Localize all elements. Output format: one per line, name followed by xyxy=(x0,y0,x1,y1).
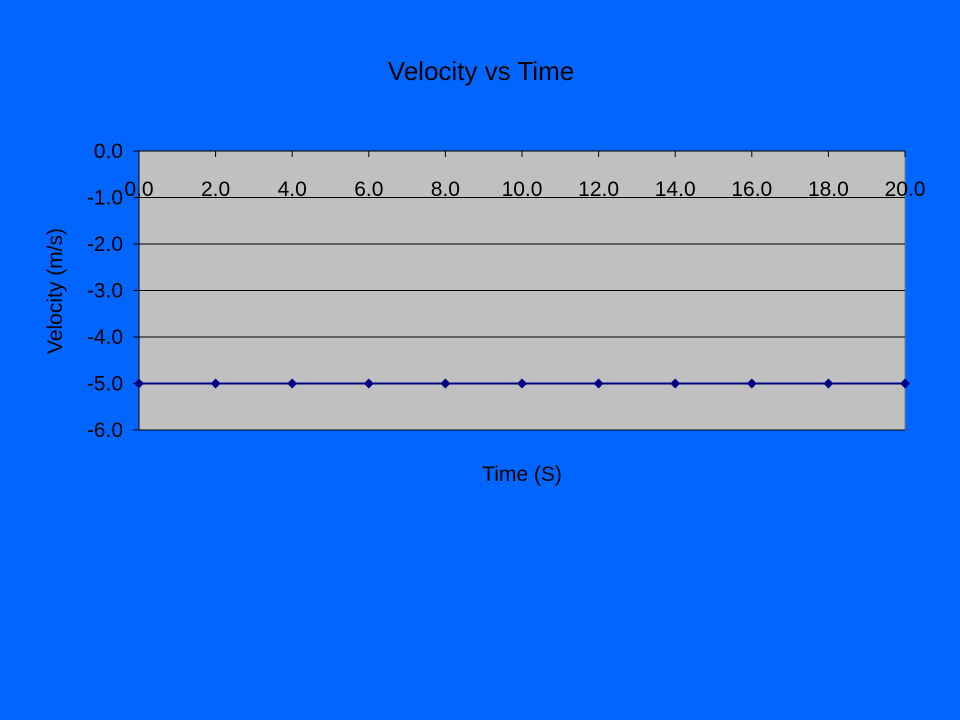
data-point xyxy=(900,378,910,389)
y-tick-label: -1.0 xyxy=(87,187,123,210)
y-tick-label: -2.0 xyxy=(87,233,123,256)
y-tick-labels: 0.0 -1.0 -2.0 -3.0 -4.0 -5.0 -6.0 xyxy=(87,140,123,442)
data-point xyxy=(670,378,681,389)
x-tick-label: 18.0 xyxy=(808,178,849,201)
x-axis-label: Time (S) xyxy=(482,463,562,486)
x-tick-label: 8.0 xyxy=(431,178,460,201)
data-point xyxy=(746,378,757,389)
data-point xyxy=(823,378,834,389)
x-tick-labels: 0.0 2.0 4.0 6.0 8.0 10.0 12.0 14.0 16.0 18.0 20.0 xyxy=(124,178,925,201)
data-point xyxy=(593,378,604,389)
x-tick-label: 10.0 xyxy=(502,178,543,201)
data-point xyxy=(440,378,451,389)
data-point xyxy=(363,378,374,389)
y-axis-label: Velocity (m/s) xyxy=(44,228,67,354)
data-point xyxy=(517,378,527,389)
y-tick-label: 0.0 xyxy=(94,140,123,163)
y-tick-label: -6.0 xyxy=(87,419,123,442)
series-group xyxy=(134,378,910,389)
chart-title: Velocity vs Time xyxy=(388,56,574,86)
x-tick-label: 6.0 xyxy=(354,178,383,201)
data-point xyxy=(287,378,298,389)
grid-lines xyxy=(133,150,906,431)
y-tick-label: -5.0 xyxy=(87,373,123,396)
x-tick-label: 20.0 xyxy=(885,178,926,201)
y-tick-label: -3.0 xyxy=(87,280,123,303)
data-point xyxy=(210,378,221,389)
data-point xyxy=(134,378,144,389)
y-tick-label: -4.0 xyxy=(87,326,123,349)
x-tick-label: 0.0 xyxy=(124,178,153,201)
x-tick-label: 4.0 xyxy=(278,178,307,201)
x-tick-label: 12.0 xyxy=(578,178,619,201)
x-tick-label: 2.0 xyxy=(201,178,230,201)
x-tick-label: 16.0 xyxy=(731,178,772,201)
x-tick-label: 14.0 xyxy=(655,178,696,201)
